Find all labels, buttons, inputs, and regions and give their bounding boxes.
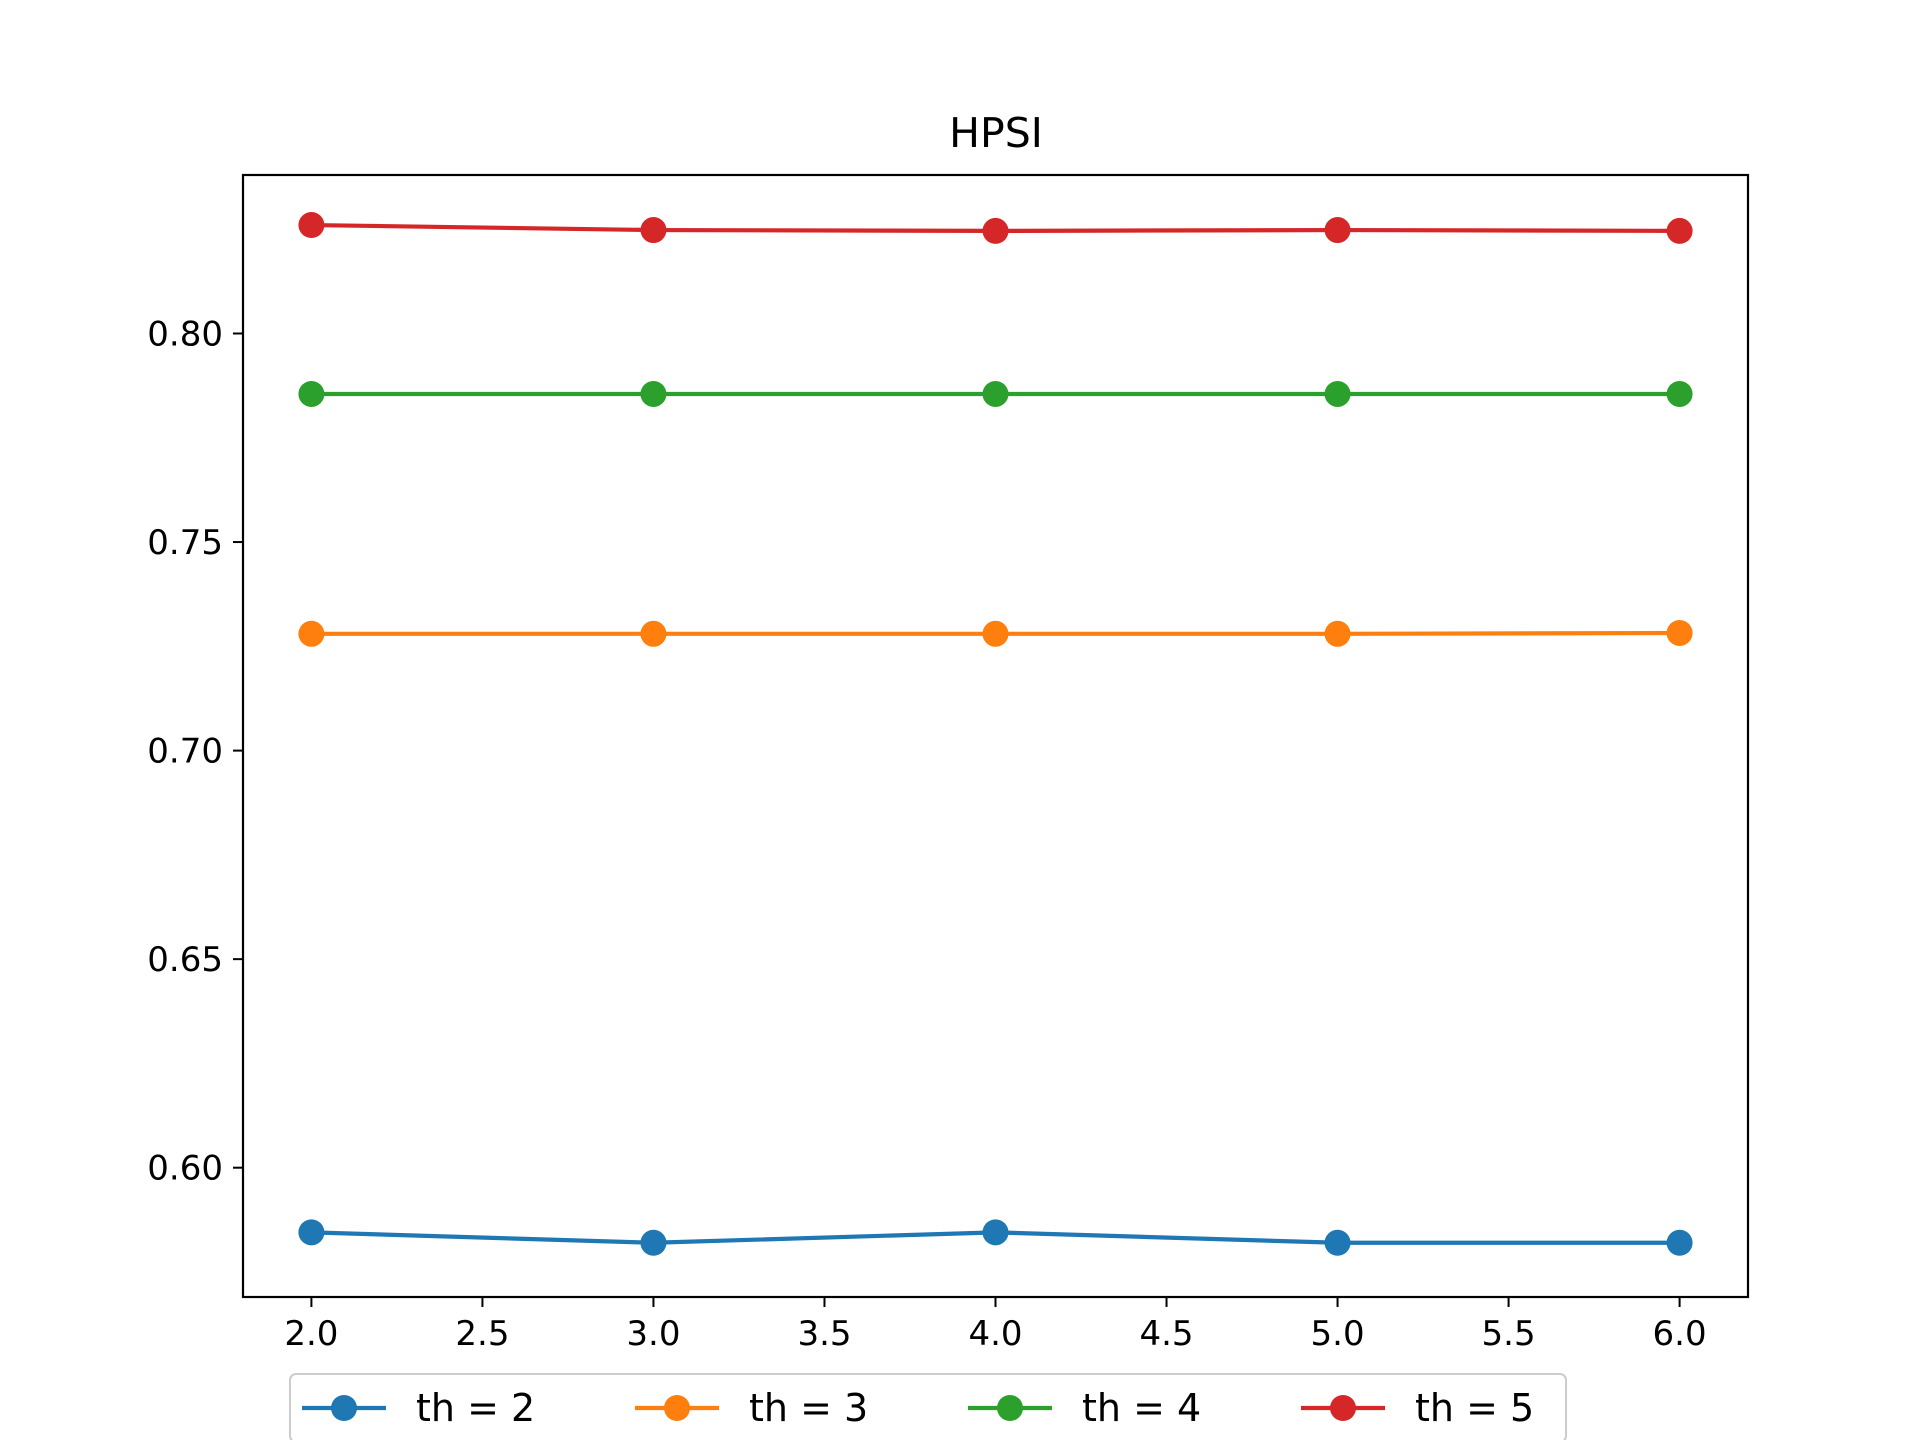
legend: th = 2 th = 3 th = 4 th = 5 <box>289 1373 1567 1440</box>
legend-box <box>289 1373 1567 1440</box>
x-tick-label: 4.0 <box>968 1314 1022 1354</box>
legend-entry: th = 3 <box>635 1386 868 1430</box>
data-point <box>1666 619 1693 646</box>
legend-marker <box>997 1395 1023 1421</box>
legend-entry: th = 5 <box>1301 1386 1534 1430</box>
x-tick-label: 2.0 <box>284 1314 338 1354</box>
legend-label: th = 2 <box>416 1386 535 1430</box>
x-tick-label: 2.5 <box>455 1314 509 1354</box>
y-tick-label: 0.60 <box>147 1149 223 1189</box>
legend-marker <box>331 1395 357 1421</box>
data-point <box>1324 380 1351 407</box>
legend-label: th = 3 <box>749 1386 868 1430</box>
legend-entry: th = 4 <box>968 1386 1201 1430</box>
data-point <box>982 620 1009 647</box>
data-point <box>640 1229 667 1256</box>
y-tick-label: 0.65 <box>147 940 223 980</box>
series-4 <box>298 212 1693 244</box>
data-point <box>1666 1229 1693 1256</box>
x-tick-label: 6.0 <box>1653 1314 1707 1354</box>
plot-area <box>241 173 1750 1299</box>
x-axis: 2.0 2.5 3.0 3.5 4.0 4.5 5.0 5.5 6.0 <box>284 1297 1707 1354</box>
data-point <box>1666 217 1693 244</box>
axes-frame <box>241 173 1750 1299</box>
legend-label: th = 4 <box>1082 1386 1201 1430</box>
data-point <box>982 1219 1009 1246</box>
data-point <box>298 212 325 239</box>
data-point <box>640 217 667 244</box>
legend-label: th = 5 <box>1415 1386 1534 1430</box>
data-point <box>298 620 325 647</box>
data-point <box>1324 217 1351 244</box>
legend-marker <box>1330 1395 1356 1421</box>
x-tick-label: 5.0 <box>1311 1314 1365 1354</box>
data-point <box>298 1219 325 1246</box>
y-tick-label: 0.80 <box>147 314 223 354</box>
data-point <box>640 620 667 647</box>
data-point <box>1324 1229 1351 1256</box>
data-point <box>1666 380 1693 407</box>
y-tick-label: 0.70 <box>147 732 223 772</box>
data-point <box>982 380 1009 407</box>
x-tick-label: 4.5 <box>1139 1314 1193 1354</box>
y-tick-label: 0.75 <box>147 523 223 563</box>
data-point <box>982 217 1009 244</box>
x-tick-label: 3.5 <box>797 1314 851 1354</box>
series-3 <box>298 380 1693 407</box>
legend-marker <box>664 1395 690 1421</box>
series-2 <box>298 619 1693 647</box>
y-axis: 0.60 0.65 0.70 0.75 0.80 <box>147 314 243 1189</box>
x-tick-label: 5.5 <box>1482 1314 1536 1354</box>
x-tick-label: 3.0 <box>626 1314 680 1354</box>
data-point <box>298 380 325 407</box>
series-1 <box>298 1219 1693 1256</box>
data-point <box>640 380 667 407</box>
legend-entry: th = 2 <box>302 1386 535 1430</box>
data-point <box>1324 620 1351 647</box>
chart-title: HPSI <box>949 109 1043 157</box>
